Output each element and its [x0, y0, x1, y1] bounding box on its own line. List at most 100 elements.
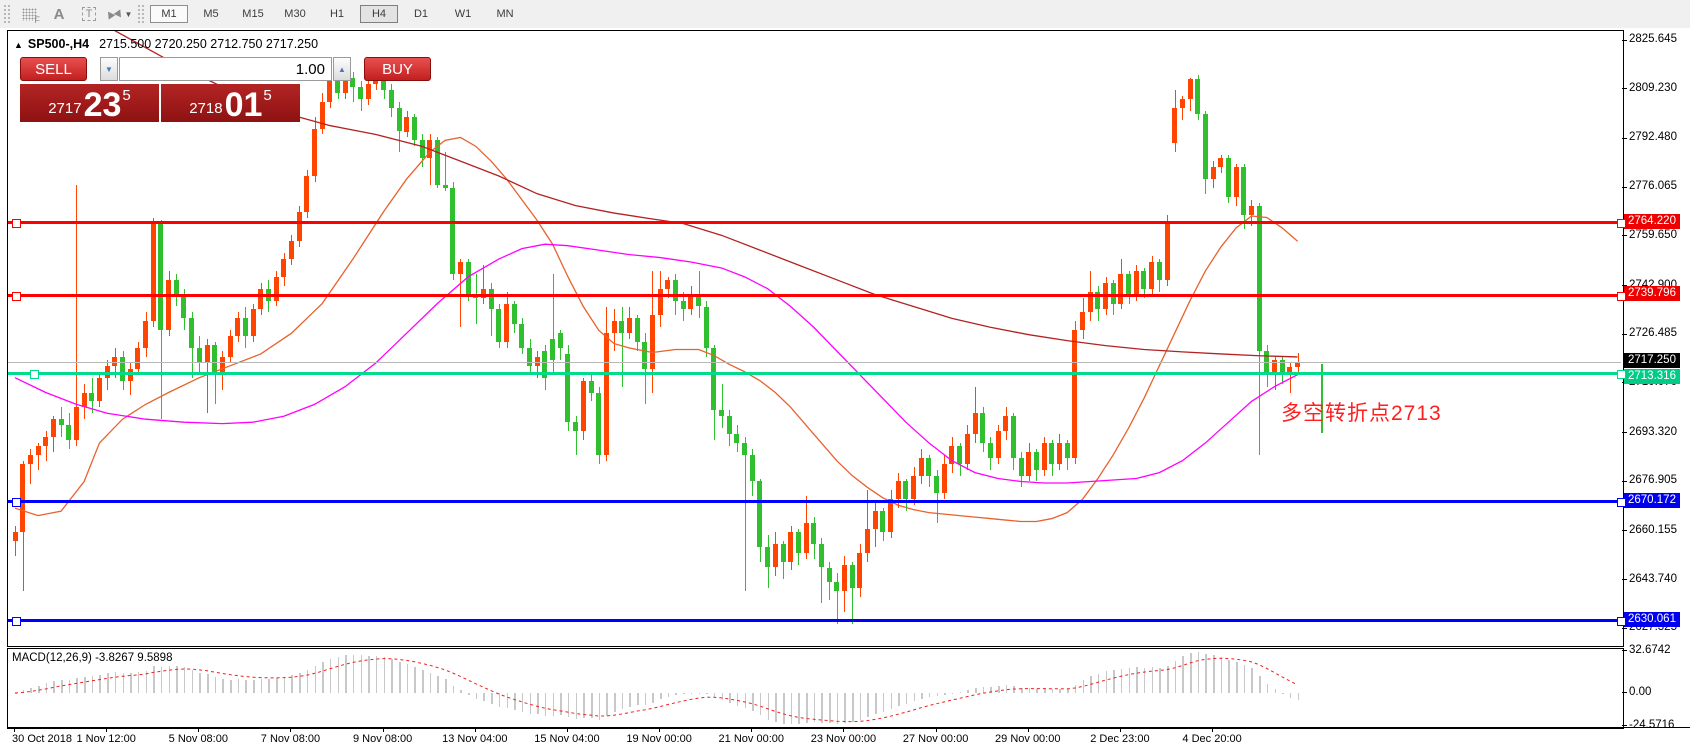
volume-decrease-button[interactable]: ▼	[100, 57, 118, 81]
candle-wick	[45, 431, 47, 461]
candle-body	[258, 288, 264, 310]
macd-histogram-bar	[76, 678, 78, 693]
timeframe-button-mn[interactable]: MN	[496, 8, 514, 20]
toolbar-grip[interactable]	[3, 4, 11, 24]
candle-body	[1225, 158, 1231, 197]
time-tick	[106, 728, 108, 732]
arrow-down-glyph	[113, 8, 124, 20]
line-handle[interactable]	[12, 219, 21, 229]
macd-indicator-panel[interactable]: MACD(12,26,9) -3.8267 9.5898	[7, 648, 1624, 729]
timeframe-button-m30[interactable]: M30	[284, 8, 306, 20]
price-axis[interactable]: 2825.645 2809.230 2792.480 2776.065 2759.650…	[1622, 28, 1690, 731]
line-handle[interactable]	[1617, 617, 1626, 627]
macd-histogram-bar	[15, 693, 17, 694]
macd-histogram-bar	[199, 672, 201, 693]
macd-histogram-bar	[890, 693, 893, 710]
macd-histogram-bar	[168, 665, 171, 693]
sell-button[interactable]: SELL	[20, 57, 87, 81]
macd-histogram-bar	[944, 693, 946, 695]
timeframe-button-m15[interactable]: M15	[242, 8, 264, 20]
macd-histogram-bar	[506, 693, 509, 709]
line-handle[interactable]	[12, 617, 21, 627]
price-badge-2713.316: 2713.316	[1624, 368, 1680, 384]
candle-body	[1041, 442, 1047, 470]
sell-price-display[interactable]: 2717 23 5	[20, 84, 159, 122]
price-axis-label: 2676.905	[1629, 474, 1677, 487]
toolbar-grip-2[interactable]	[137, 4, 145, 24]
line-handle[interactable]	[30, 370, 39, 380]
macd-histogram-bar	[736, 693, 739, 706]
chinese-annotation-text[interactable]: 多空转折点2713	[1281, 402, 1442, 425]
line-handle[interactable]	[1617, 219, 1626, 229]
hline-2764.22[interactable]	[8, 221, 1621, 225]
price-tick	[1622, 579, 1627, 581]
volume-increase-button[interactable]: ▲	[333, 57, 351, 81]
macd-histogram-bar	[1097, 673, 1100, 693]
volume-input[interactable]	[119, 57, 332, 81]
candle-body	[665, 279, 671, 289]
price-tick	[1622, 186, 1627, 188]
timeframe-button-w1[interactable]: W1	[454, 8, 472, 20]
line-handle[interactable]	[12, 291, 21, 301]
candle-body	[250, 309, 256, 337]
chevron-down-icon[interactable]: ▼	[124, 9, 133, 19]
candle-body	[465, 262, 471, 295]
candle-body	[949, 445, 955, 464]
macd-histogram-bar	[1228, 659, 1230, 693]
price-chart-plot[interactable]: ▲ SP500-,H4 2715.500 2720.250 2712.750 271…	[7, 30, 1626, 647]
hline-2717.25[interactable]	[8, 361, 1621, 363]
candle-body	[235, 318, 241, 337]
macd-histogram-bar	[183, 667, 186, 693]
collapse-triangle-icon[interactable]: ▲	[14, 40, 23, 50]
timeframe-button-h4[interactable]: H4	[360, 5, 398, 23]
macd-histogram-bar	[729, 693, 731, 704]
macd-histogram-bar	[1243, 665, 1246, 693]
hline-2670.172[interactable]	[8, 500, 1621, 504]
price-badge-2764.220: 2764.220	[1624, 213, 1680, 229]
macd-histogram-bar	[314, 666, 317, 693]
line-handle[interactable]	[1617, 498, 1626, 508]
buy-price-display[interactable]: 2718 01 5	[161, 84, 300, 122]
text-box-icon[interactable]: T	[77, 3, 101, 25]
candle-body	[212, 345, 218, 375]
price-axis-label: 2792.480	[1629, 131, 1677, 144]
macd-histogram-bar	[982, 686, 985, 693]
candle-body	[742, 442, 748, 455]
macd-histogram-bar	[1197, 651, 1200, 693]
candle-body	[120, 356, 126, 381]
candle-body	[826, 567, 832, 583]
macd-histogram-bar	[91, 676, 94, 693]
hline-2713.316[interactable]	[8, 372, 1621, 376]
text-label-icon[interactable]: A	[53, 5, 65, 23]
line-handle[interactable]	[1617, 370, 1626, 380]
vertical-line-object[interactable]	[1321, 364, 1323, 433]
macd-histogram-bar	[560, 693, 562, 716]
macd-histogram-bar	[207, 674, 209, 693]
timeframe-button-m5[interactable]: M5	[203, 8, 219, 20]
hline-2739.796[interactable]	[8, 293, 1621, 297]
price-axis-label: 2776.065	[1629, 180, 1677, 193]
candle-body	[1118, 273, 1124, 304]
line-handle[interactable]	[1617, 291, 1626, 301]
time-tick	[751, 728, 753, 732]
candle-body	[73, 407, 79, 440]
time-axis[interactable]: 30 Oct 2018 1 Nov 12:00 5 Nov 08:00 7 Nov 0…	[7, 727, 1690, 750]
macd-histogram-bar	[614, 693, 616, 713]
hline-2630.061[interactable]	[8, 619, 1621, 623]
timeframe-button-m1[interactable]: M1	[150, 5, 188, 23]
timeframe-button-h1[interactable]: H1	[329, 8, 345, 20]
macd-histogram-bar	[744, 693, 747, 709]
macd-histogram-bar	[951, 692, 954, 694]
candle-body	[50, 419, 56, 437]
candle-body	[1049, 442, 1055, 464]
timeframe-button-d1[interactable]: D1	[413, 8, 429, 20]
buy-button[interactable]: BUY	[364, 57, 431, 81]
candle-body	[995, 431, 1001, 458]
arrows-tool-icon[interactable]: ▼	[104, 3, 133, 25]
time-tick	[14, 728, 15, 732]
candle-body	[427, 140, 433, 159]
line-handle[interactable]	[12, 498, 21, 508]
fibonacci-grid-icon[interactable]: F	[17, 3, 41, 25]
macd-histogram-bar	[1213, 655, 1215, 693]
